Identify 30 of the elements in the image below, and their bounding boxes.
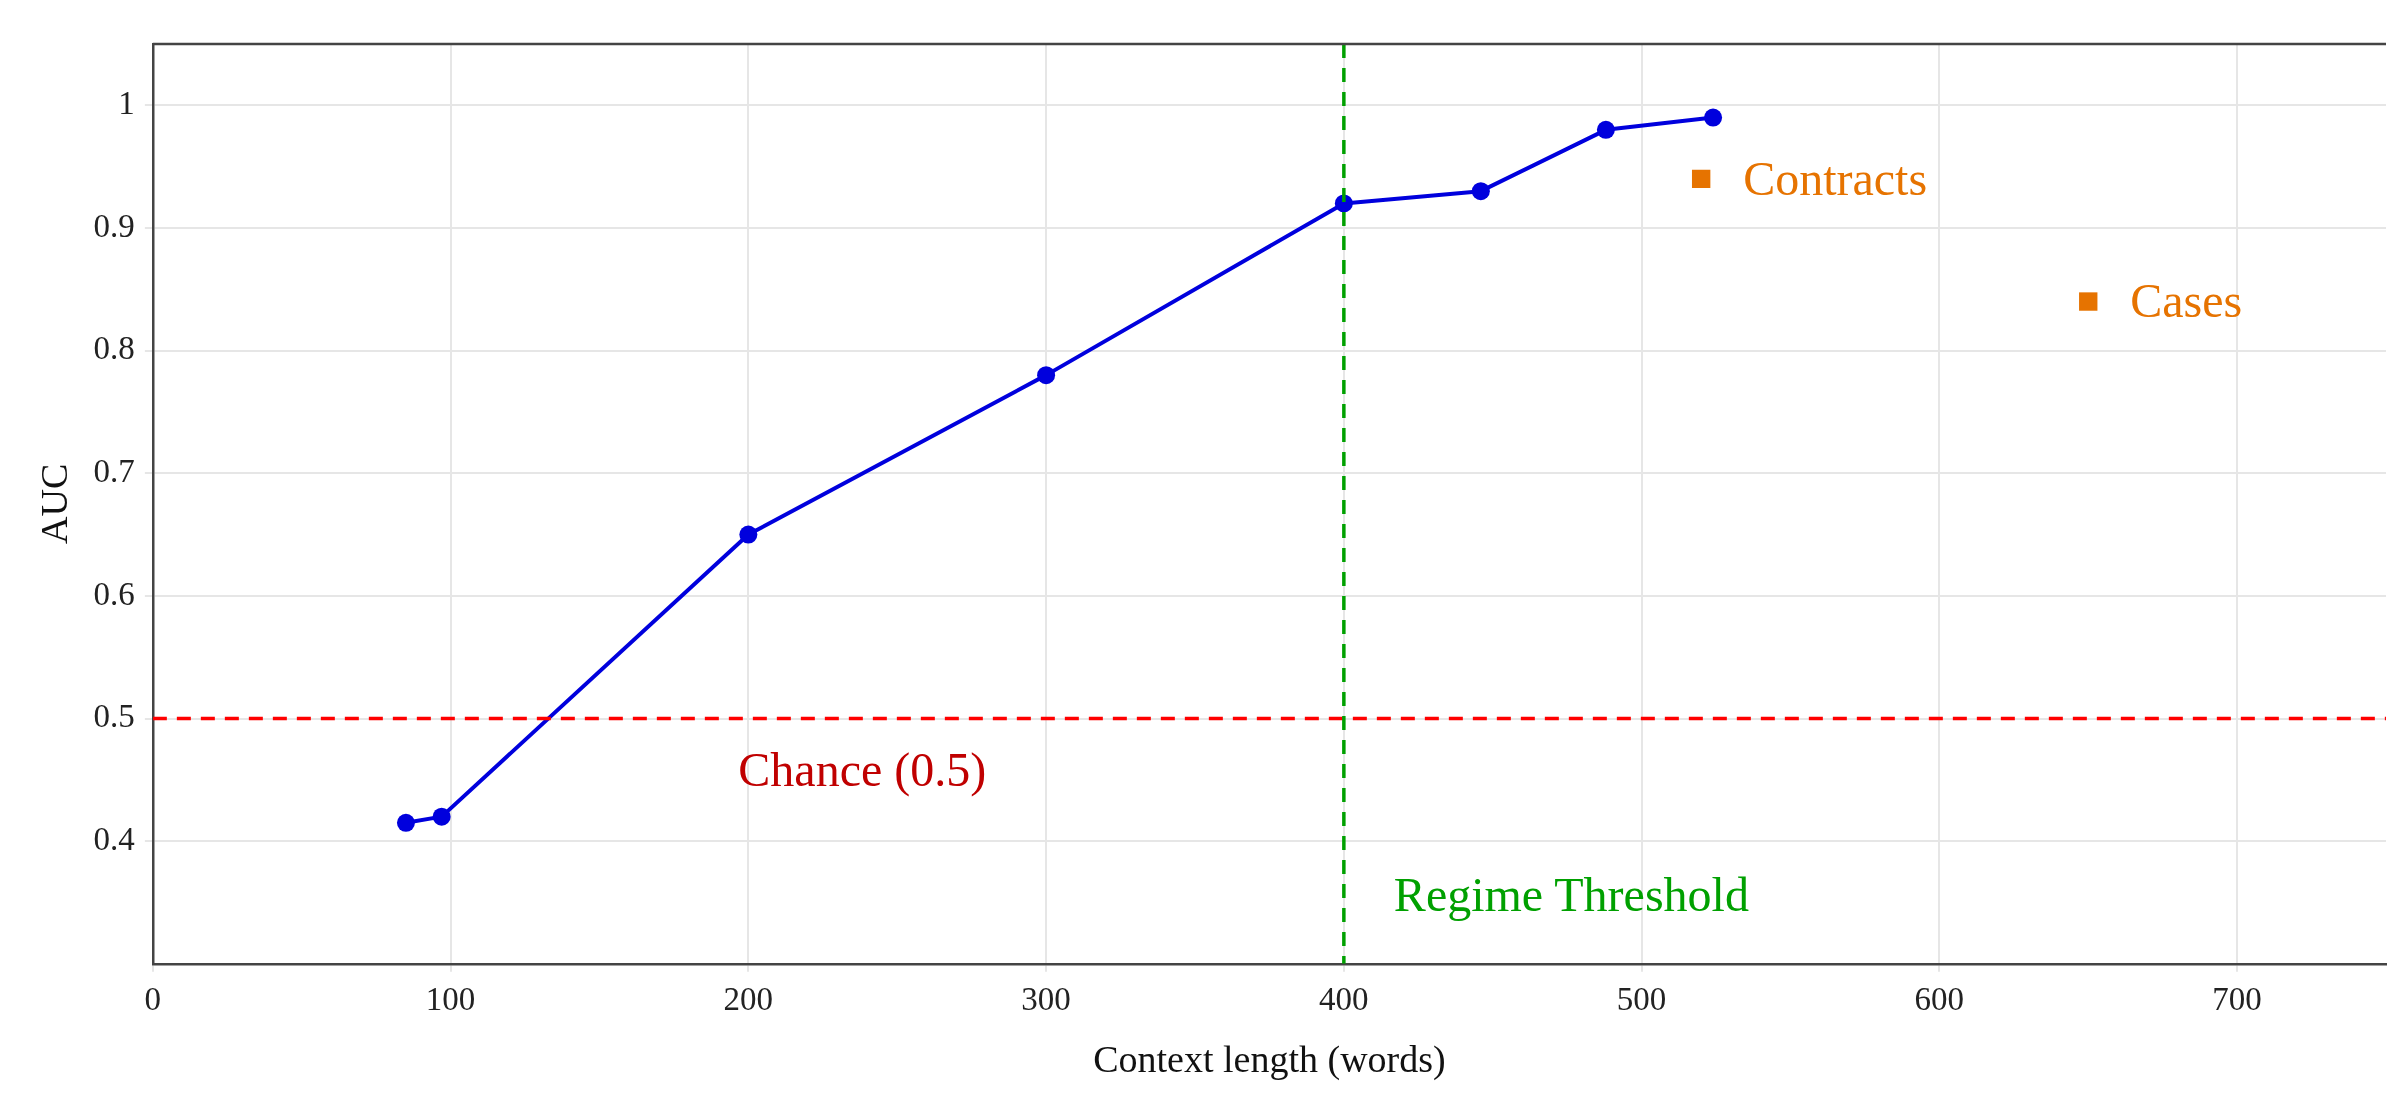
point bbox=[1037, 366, 1056, 385]
y-tick-label: 0.7 bbox=[93, 452, 135, 489]
y-tick-label: 0.8 bbox=[93, 330, 135, 367]
x-tick-label: 300 bbox=[1021, 981, 1071, 1018]
y-axis-title: AUC bbox=[32, 463, 75, 545]
ref-line-label: Chance (0.5) bbox=[738, 743, 987, 798]
series-label: Contracts bbox=[1743, 151, 1928, 205]
point bbox=[2079, 292, 2098, 311]
point bbox=[396, 813, 415, 832]
y-tick-label: 0.5 bbox=[93, 698, 135, 735]
y-tick-label: 0.9 bbox=[93, 207, 135, 244]
series-label: Cases bbox=[2130, 274, 2243, 328]
point bbox=[1691, 169, 1711, 189]
point bbox=[1596, 120, 1615, 139]
point bbox=[432, 807, 451, 826]
point bbox=[739, 525, 758, 544]
ref-line-label: Regime Threshold bbox=[1393, 868, 1749, 922]
y-tick-label: 0.6 bbox=[93, 575, 135, 612]
x-tick-label: 700 bbox=[2212, 981, 2262, 1018]
x-axis-title: Context length (words) bbox=[1093, 1038, 1446, 1082]
y-tick-label: 1 bbox=[118, 84, 135, 121]
x-tick-label: 0 bbox=[144, 981, 162, 1018]
x-tick-label: 400 bbox=[1319, 981, 1369, 1018]
point bbox=[1471, 182, 1490, 201]
x-tick-label: 600 bbox=[1914, 981, 1965, 1018]
y-tick-label: 0.4 bbox=[93, 820, 135, 857]
point bbox=[1704, 108, 1723, 127]
x-tick-label: 200 bbox=[723, 981, 774, 1018]
x-tick-label: 100 bbox=[425, 981, 476, 1018]
x-tick-label: 500 bbox=[1616, 981, 1667, 1018]
